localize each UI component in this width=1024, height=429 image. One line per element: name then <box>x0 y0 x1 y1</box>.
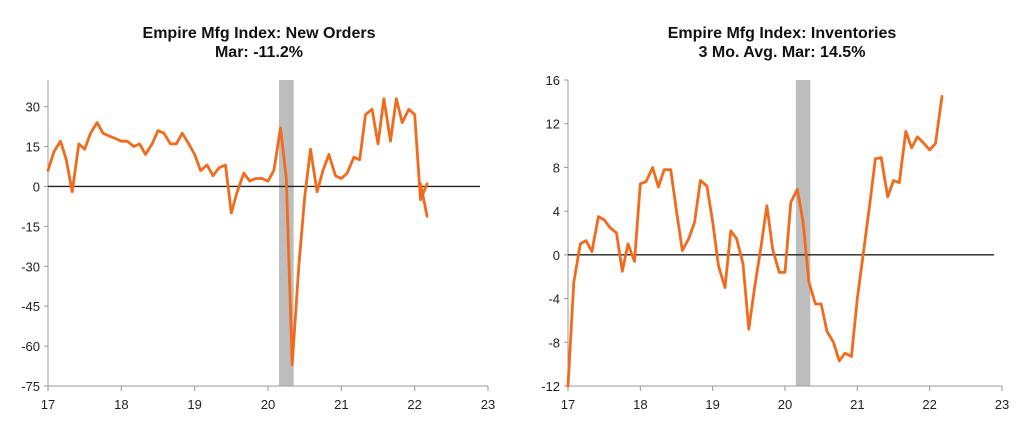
y-tick-label: -4 <box>548 292 560 307</box>
chart-title-line2: Mar: -11.2% <box>215 44 303 61</box>
y-tick-label: -15 <box>21 219 40 234</box>
y-tick-label: 8 <box>553 160 560 175</box>
x-tick-label: 19 <box>187 397 201 412</box>
y-tick-label: 0 <box>33 179 40 194</box>
y-tick-label: 12 <box>546 117 560 132</box>
x-tick-label: 18 <box>114 397 128 412</box>
x-tick-label: 23 <box>481 397 495 412</box>
x-tick-label: 21 <box>334 397 348 412</box>
series-line <box>419 182 429 218</box>
x-tick-label: 22 <box>922 397 936 412</box>
y-tick-label: -8 <box>548 335 560 350</box>
y-tick-label: 15 <box>26 140 40 155</box>
y-tick-label: -75 <box>21 379 40 394</box>
x-tick-label: 21 <box>850 397 864 412</box>
y-tick-label: -12 <box>541 379 560 394</box>
inventories-chart: Empire Mfg Index: Inventories 3 Mo. Avg.… <box>541 25 1009 412</box>
chart-title-line1: Empire Mfg Index: New Orders <box>143 25 376 42</box>
chart-title-line1: Empire Mfg Index: Inventories <box>668 25 897 42</box>
y-tick-label: -60 <box>21 339 40 354</box>
y-tick-label: 30 <box>26 100 40 115</box>
y-tick-label: -45 <box>21 299 40 314</box>
new-orders-chart: Empire Mfg Index: New Orders Mar: -11.2%… <box>21 25 495 412</box>
y-tick-label: 4 <box>553 204 560 219</box>
x-tick-label: 17 <box>41 397 55 412</box>
plot-background <box>48 80 488 386</box>
series-line <box>566 95 944 388</box>
chart-title-line2: 3 Mo. Avg. Mar: 14.5% <box>699 44 866 61</box>
x-tick-label: 19 <box>705 397 719 412</box>
plot-background <box>568 80 1002 386</box>
y-tick-label: -30 <box>21 259 40 274</box>
series-line <box>46 97 429 367</box>
x-tick-label: 20 <box>778 397 792 412</box>
x-tick-label: 23 <box>995 397 1009 412</box>
x-tick-label: 18 <box>633 397 647 412</box>
x-tick-label: 20 <box>261 397 275 412</box>
y-tick-label: 0 <box>553 248 560 263</box>
x-tick-label: 22 <box>407 397 421 412</box>
y-tick-label: 16 <box>546 73 560 88</box>
x-tick-label: 17 <box>561 397 575 412</box>
